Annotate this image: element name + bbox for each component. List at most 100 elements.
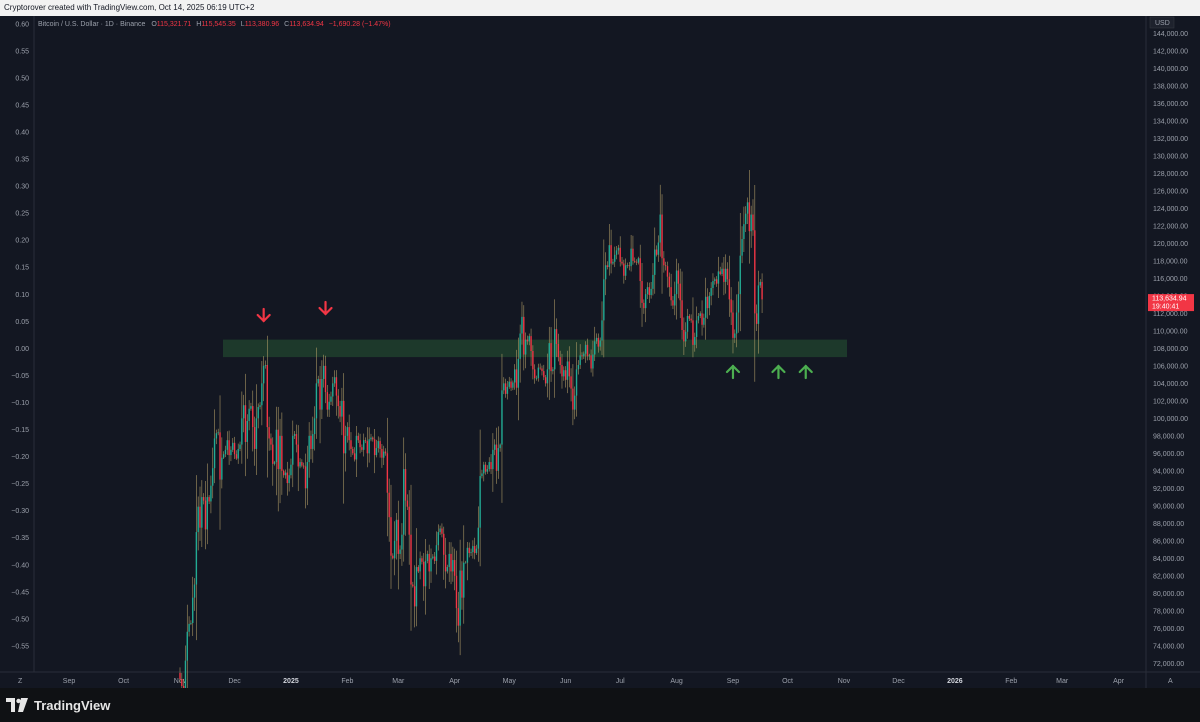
candle [415, 528, 418, 627]
close-label: C [284, 21, 289, 28]
candle [363, 433, 365, 457]
candle [373, 428, 376, 474]
candle [408, 490, 410, 565]
candle [579, 344, 581, 369]
candle [674, 281, 676, 316]
candle [395, 513, 398, 560]
candle [279, 418, 281, 504]
candle [222, 451, 225, 460]
candle [435, 531, 438, 575]
support-zone[interactable] [223, 339, 847, 358]
price-tick-label: 140,000.00 [1153, 66, 1188, 73]
candle [179, 667, 181, 683]
candle [677, 263, 680, 299]
percent-axis[interactable] [0, 16, 34, 672]
tradingview-logo[interactable]: TradingView [6, 696, 110, 714]
price-tick-label: 106,000.00 [1153, 363, 1188, 370]
symbol-legend[interactable]: Bitcoin / U.S. Dollar · 1D · Binance O11… [38, 21, 391, 28]
candle [341, 387, 343, 436]
candle [324, 355, 327, 404]
candle [406, 494, 409, 511]
candle [452, 546, 454, 582]
candle [686, 308, 689, 339]
candle [619, 236, 621, 267]
candle [302, 462, 305, 469]
candle [181, 672, 183, 695]
candle [597, 333, 600, 353]
auto-scale-corner[interactable]: A [1168, 678, 1173, 685]
candle [624, 258, 627, 280]
price-tick-label: 92,000.00 [1153, 486, 1184, 493]
candle [626, 262, 629, 269]
candle [297, 425, 299, 492]
candle [675, 258, 678, 320]
candle [734, 329, 736, 343]
percent-tick-label: 0.05 [15, 319, 29, 326]
zoom-corner-left[interactable]: Z [18, 678, 23, 685]
candle [641, 262, 643, 327]
currency-label[interactable]: USD [1149, 16, 1175, 29]
percent-tick-label: 0.15 [15, 265, 29, 272]
candle [219, 395, 221, 530]
candle [468, 542, 470, 558]
annotation-arrows [256, 300, 813, 380]
price-chart[interactable]: USD Bitcoin / U.S. Dollar · 1D · Binance… [0, 16, 1200, 722]
candle [721, 262, 723, 277]
candle [262, 356, 265, 402]
price-tick-label: 100,000.00 [1153, 416, 1188, 423]
percent-tick-label: −0.45 [11, 589, 29, 596]
candle [526, 335, 529, 345]
candle [241, 391, 243, 464]
time-axis-label: Mar [1056, 678, 1069, 685]
time-axis-label: Jul [616, 678, 625, 685]
candle [630, 235, 632, 272]
candle [246, 414, 249, 459]
candle [239, 441, 241, 452]
price-tick-label: 74,000.00 [1153, 643, 1184, 650]
candle [752, 199, 754, 236]
candle [530, 328, 532, 366]
candle [430, 548, 432, 583]
percent-tick-label: 0.35 [15, 157, 29, 164]
candle [212, 447, 214, 499]
candle [725, 254, 727, 294]
time-axis-label: Aug [670, 678, 683, 685]
chart-container[interactable]: USD Bitcoin / U.S. Dollar · 1D · Binance… [0, 16, 1200, 722]
price-axis[interactable] [1146, 16, 1200, 672]
candle [543, 364, 545, 381]
candle [353, 447, 356, 462]
time-axis-label: Jun [560, 678, 571, 685]
current-price-value: 113,634.94 [1152, 296, 1187, 303]
candle [348, 414, 350, 451]
candle [315, 347, 318, 439]
candle [652, 263, 654, 296]
price-tick-label: 118,000.00 [1153, 258, 1188, 265]
candle [326, 384, 329, 417]
candle [457, 591, 460, 643]
up-arrow-icon [798, 364, 813, 380]
price-tick-label: 110,000.00 [1153, 328, 1188, 335]
candle [703, 313, 705, 328]
percent-tick-label: 0.30 [15, 184, 29, 191]
price-tick-label: 112,000.00 [1153, 311, 1188, 318]
candle [493, 439, 496, 456]
tradingview-logo-icon [6, 698, 28, 712]
candlestick-series [179, 169, 763, 722]
price-tick-label: 128,000.00 [1153, 171, 1188, 178]
candle [217, 428, 219, 436]
time-axis-label: Nov [838, 678, 851, 685]
candle [412, 581, 414, 588]
candle [284, 469, 287, 479]
candle [568, 346, 570, 388]
candle [586, 338, 589, 361]
candle [188, 616, 190, 637]
candle [237, 443, 239, 464]
price-tick-label: 124,000.00 [1153, 206, 1188, 213]
candle [510, 378, 512, 392]
candle [555, 318, 558, 358]
candle [706, 288, 709, 319]
candle [739, 212, 741, 332]
price-tick-label: 122,000.00 [1153, 223, 1188, 230]
candle [506, 381, 509, 400]
candle [266, 335, 269, 478]
